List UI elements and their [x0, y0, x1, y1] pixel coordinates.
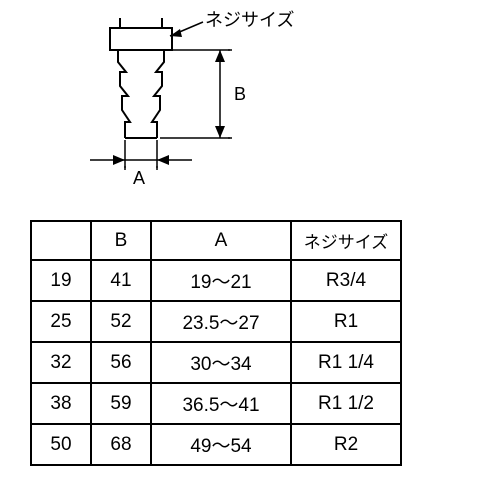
table-row: 19 41 19～21 R3/4: [31, 260, 401, 301]
col-header-size: [31, 221, 91, 260]
cell-b: 41: [91, 260, 151, 301]
cell-size: 38: [31, 383, 91, 424]
col-header-a: A: [151, 221, 291, 260]
cell-b: 56: [91, 342, 151, 383]
cell-a: 23.5～27: [151, 301, 291, 342]
thread-size-label: ネジサイズ: [205, 10, 294, 30]
cell-thread: R2: [291, 424, 401, 465]
cell-size: 32: [31, 342, 91, 383]
col-header-b: B: [91, 221, 151, 260]
cell-size: 25: [31, 301, 91, 342]
cell-thread: R1 1/4: [291, 342, 401, 383]
dim-a-lines: [90, 140, 192, 170]
dim-b-label: B: [234, 84, 246, 104]
cell-b: 52: [91, 301, 151, 342]
table-row: 38 59 36.5～41 R1 1/2: [31, 383, 401, 424]
dim-b-lines: [160, 50, 232, 138]
fitting-outline: [110, 18, 172, 138]
fitting-diagram: ネジサイズ B A: [70, 10, 290, 190]
cell-thread: R3/4: [291, 260, 401, 301]
cell-size: 50: [31, 424, 91, 465]
diagram-svg: ネジサイズ B A: [70, 10, 330, 190]
cell-b: 59: [91, 383, 151, 424]
dim-a-label: A: [133, 168, 145, 188]
cell-size: 19: [31, 260, 91, 301]
spec-table-container: B A ネジサイズ 19 41 19～21 R3/4 25 52 23.5～27…: [30, 220, 402, 466]
col-header-thread: ネジサイズ: [291, 221, 401, 260]
thread-size-callout: ネジサイズ: [170, 10, 294, 37]
cell-thread: R1 1/2: [291, 383, 401, 424]
spec-table: B A ネジサイズ 19 41 19～21 R3/4 25 52 23.5～27…: [30, 220, 402, 466]
cell-a: 30～34: [151, 342, 291, 383]
cell-thread: R1: [291, 301, 401, 342]
table-body: 19 41 19～21 R3/4 25 52 23.5～27 R1 32 56 …: [31, 260, 401, 465]
table-row: 32 56 30～34 R1 1/4: [31, 342, 401, 383]
table-header-row: B A ネジサイズ: [31, 221, 401, 260]
cell-a: 49～54: [151, 424, 291, 465]
table-row: 25 52 23.5～27 R1: [31, 301, 401, 342]
cell-a: 19～21: [151, 260, 291, 301]
cell-a: 36.5～41: [151, 383, 291, 424]
table-row: 50 68 49～54 R2: [31, 424, 401, 465]
cell-b: 68: [91, 424, 151, 465]
